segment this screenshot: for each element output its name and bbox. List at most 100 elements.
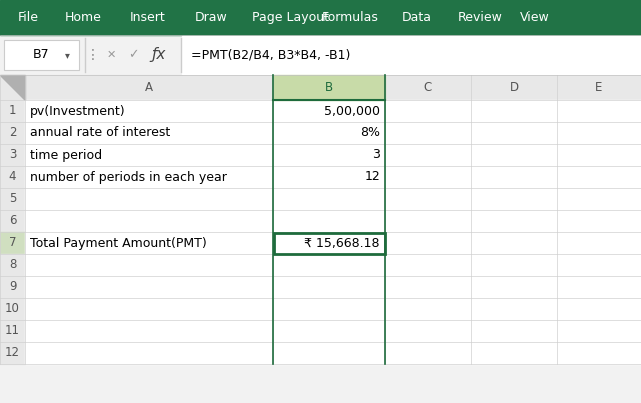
Bar (273, 188, 385, 210)
Bar (273, 166, 385, 188)
Bar (557, 210, 641, 232)
Bar (25, 122, 273, 144)
Bar (25, 298, 273, 320)
Text: 2: 2 (9, 127, 16, 139)
Text: 1: 1 (9, 104, 16, 118)
Text: View: View (520, 11, 550, 24)
Bar (25, 100, 273, 122)
Bar (273, 122, 385, 144)
Text: ƒx: ƒx (152, 48, 166, 62)
Text: 9: 9 (9, 280, 16, 293)
Text: Page Layout: Page Layout (252, 11, 329, 24)
Text: time period: time period (30, 148, 102, 162)
Bar (471, 254, 557, 276)
Bar (557, 298, 641, 320)
Bar (471, 166, 557, 188)
Text: Data: Data (402, 11, 432, 24)
Bar (385, 100, 471, 122)
Bar (273, 232, 385, 254)
Bar (273, 276, 385, 298)
Bar (557, 232, 641, 254)
Bar (385, 232, 471, 254)
Bar (0, 75, 641, 100)
Bar (557, 320, 641, 342)
Bar (557, 276, 641, 298)
Text: 7: 7 (9, 237, 16, 249)
Bar (273, 75, 385, 100)
Bar (471, 342, 557, 364)
Text: 3: 3 (372, 148, 380, 162)
Text: 11: 11 (5, 324, 20, 337)
Bar (385, 298, 471, 320)
Bar (385, 276, 471, 298)
Bar (0, 100, 25, 122)
Bar (273, 100, 385, 122)
Bar (273, 254, 385, 276)
Bar (471, 100, 557, 122)
Bar (273, 144, 385, 166)
Text: 8: 8 (9, 258, 16, 272)
Bar (471, 298, 557, 320)
Bar (557, 254, 641, 276)
Text: File: File (18, 11, 39, 24)
Bar (273, 342, 385, 364)
Bar (385, 144, 471, 166)
Text: Total Payment Amount(PMT): Total Payment Amount(PMT) (30, 237, 207, 249)
Bar (182, 36, 641, 74)
Text: 5: 5 (9, 193, 16, 206)
Bar (273, 298, 385, 320)
Bar (0, 342, 25, 364)
Text: annual rate of interest: annual rate of interest (30, 127, 171, 139)
Bar (25, 166, 273, 188)
Bar (0, 276, 25, 298)
Polygon shape (0, 75, 25, 100)
Bar (385, 122, 471, 144)
FancyBboxPatch shape (4, 40, 79, 70)
Bar (25, 210, 273, 232)
Text: ✕: ✕ (106, 50, 115, 60)
Bar (274, 233, 385, 253)
Text: 6: 6 (9, 214, 16, 228)
Bar (557, 166, 641, 188)
Text: ✓: ✓ (128, 48, 138, 62)
Text: ⋮: ⋮ (86, 48, 100, 62)
Bar (471, 144, 557, 166)
Bar (385, 166, 471, 188)
Text: number of periods in each year: number of periods in each year (30, 170, 227, 183)
Text: Draw: Draw (195, 11, 228, 24)
Text: B: B (325, 81, 333, 94)
Text: Insert: Insert (130, 11, 166, 24)
Bar (0, 35, 641, 75)
Bar (25, 144, 273, 166)
Bar (0, 188, 25, 210)
Bar (0, 144, 25, 166)
Text: Formulas: Formulas (322, 11, 379, 24)
Bar (25, 320, 273, 342)
Bar (385, 342, 471, 364)
Bar (273, 210, 385, 232)
Bar (385, 210, 471, 232)
Bar (557, 342, 641, 364)
Bar (557, 122, 641, 144)
Text: 8%: 8% (360, 127, 380, 139)
Bar (25, 232, 273, 254)
Bar (0, 298, 25, 320)
Text: C: C (424, 81, 432, 94)
Text: 4: 4 (9, 170, 16, 183)
Bar (0, 320, 25, 342)
Text: ₹ 15,668.18: ₹ 15,668.18 (304, 237, 380, 249)
Text: 3: 3 (9, 148, 16, 162)
Bar (25, 276, 273, 298)
Text: B7: B7 (33, 48, 50, 62)
Text: A: A (145, 81, 153, 94)
Bar (557, 188, 641, 210)
Bar (385, 254, 471, 276)
Text: ▾: ▾ (65, 50, 69, 60)
Bar (557, 100, 641, 122)
Bar (471, 232, 557, 254)
Bar (471, 210, 557, 232)
Bar (471, 276, 557, 298)
Text: E: E (595, 81, 603, 94)
Bar (0, 122, 25, 144)
Bar (471, 122, 557, 144)
